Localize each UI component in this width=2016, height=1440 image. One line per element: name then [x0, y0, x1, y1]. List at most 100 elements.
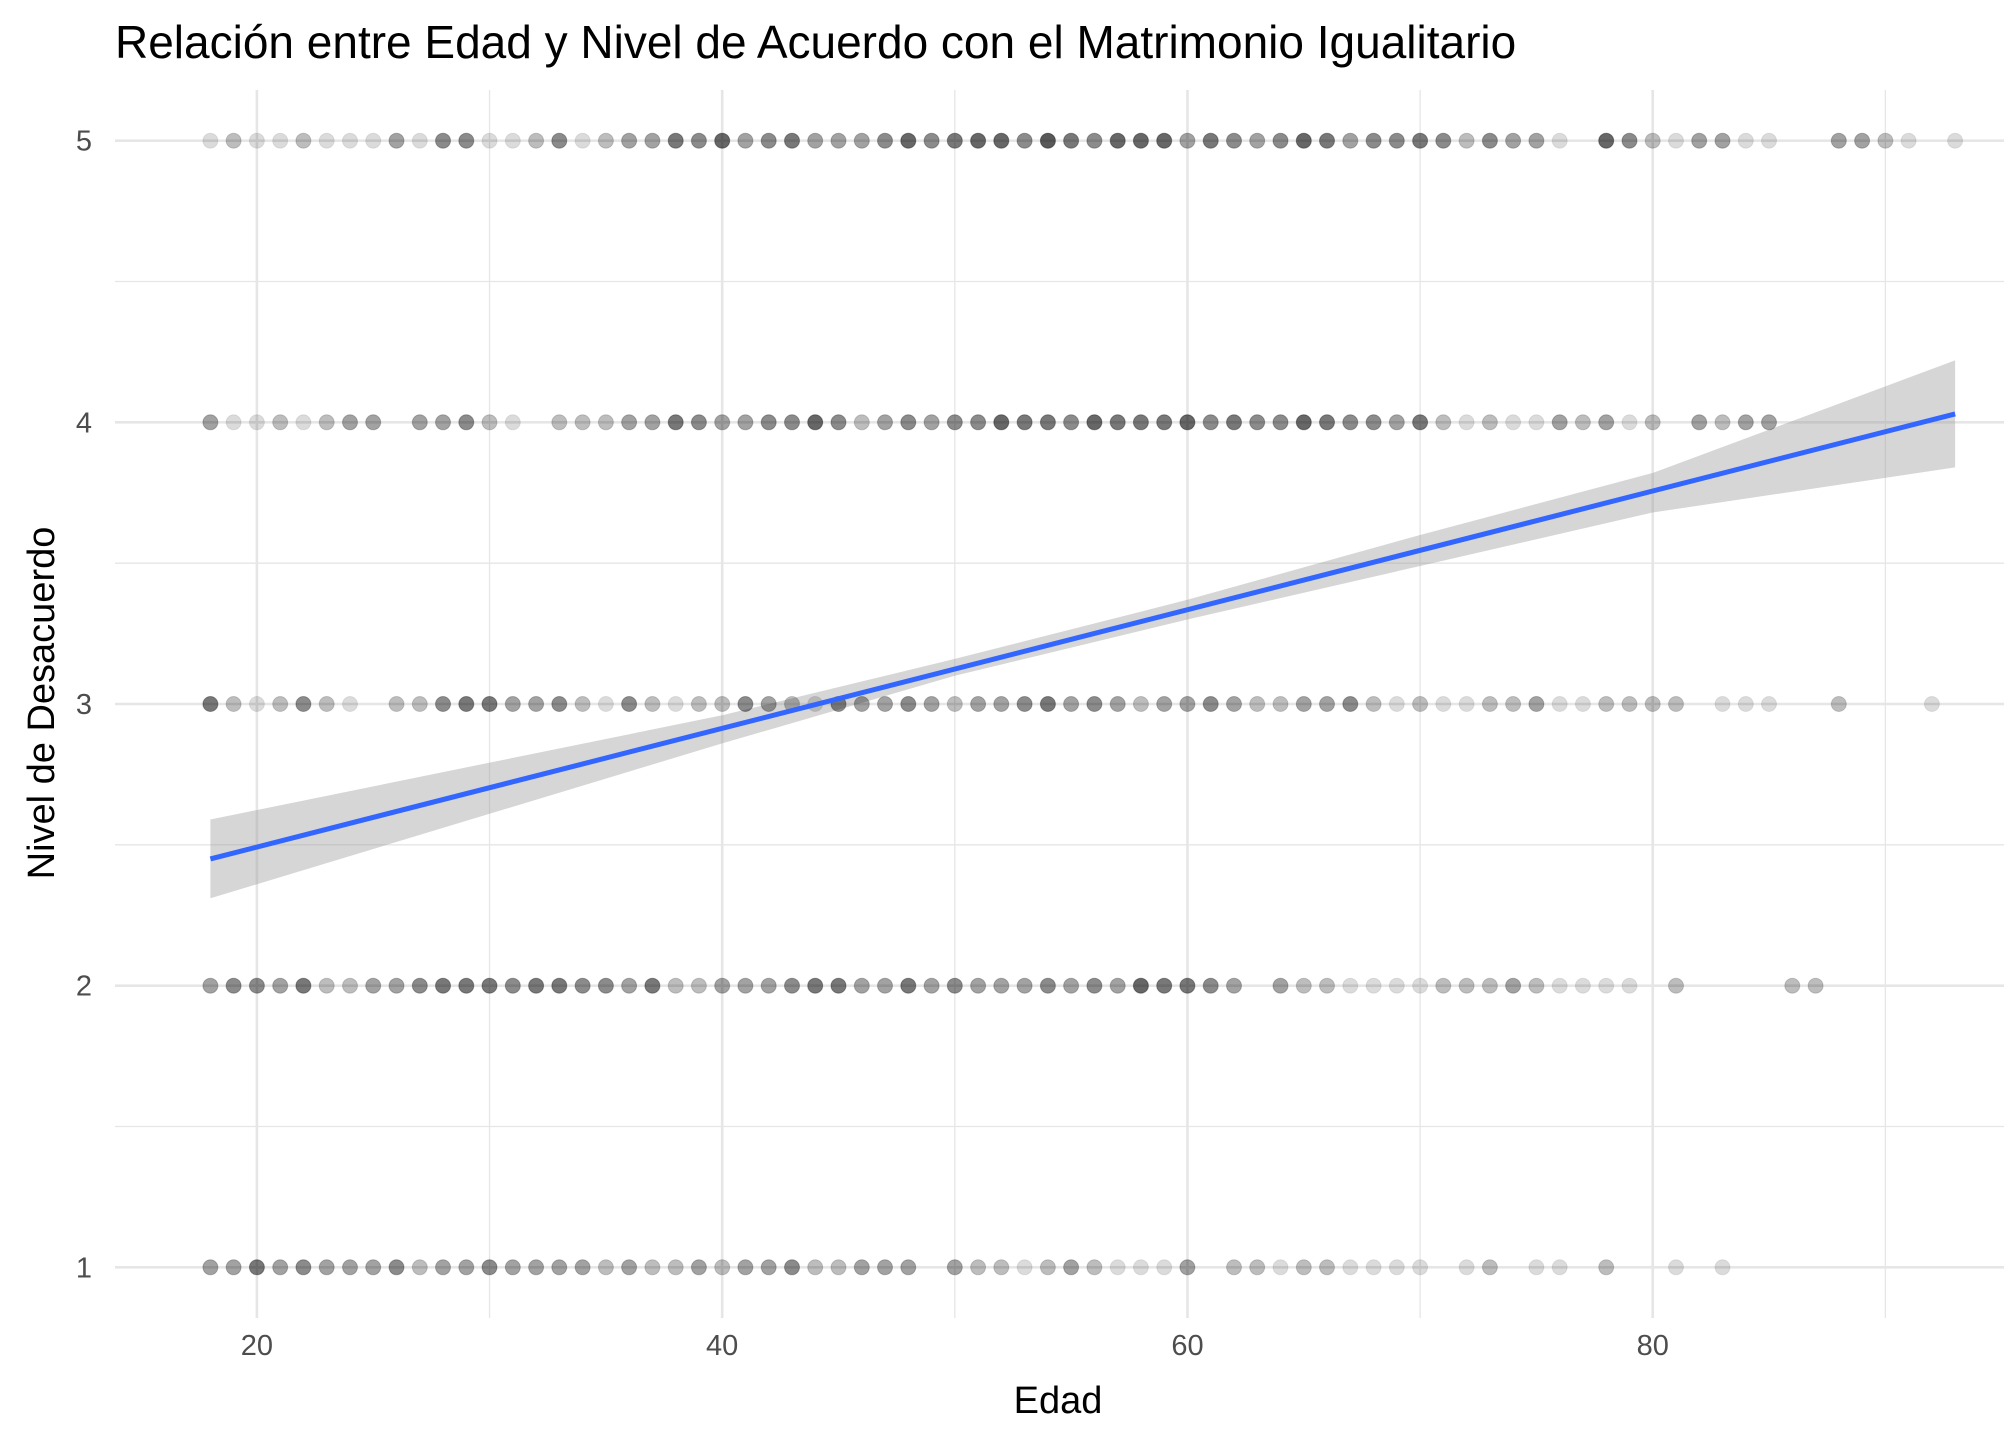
data-point [1016, 414, 1033, 431]
data-point [504, 696, 521, 712]
data-point [1528, 132, 1545, 149]
data-point [318, 977, 335, 994]
data-point [877, 977, 893, 994]
data-point [1412, 696, 1429, 712]
data-point [644, 696, 661, 712]
data-point [1202, 696, 1219, 712]
data-point [1319, 977, 1335, 994]
data-point [1505, 977, 1522, 994]
data-point [504, 132, 521, 149]
data-point [1574, 696, 1591, 712]
data-point [970, 414, 987, 431]
data-point [1156, 977, 1173, 994]
data-point [1086, 1259, 1103, 1276]
data-point [295, 132, 312, 149]
data-point [667, 977, 684, 994]
data-point [1249, 696, 1266, 712]
data-point [1086, 977, 1103, 994]
data-point [318, 696, 335, 712]
data-point [1598, 414, 1615, 431]
data-point [411, 414, 428, 431]
data-point [1737, 414, 1754, 431]
data-point [1063, 414, 1080, 431]
data-point [248, 414, 265, 431]
data-point [923, 696, 940, 712]
data-point [993, 1259, 1010, 1276]
data-point [1342, 977, 1359, 994]
data-point [1900, 132, 1917, 149]
data-point [1412, 977, 1429, 994]
data-point [923, 132, 940, 149]
data-point [458, 1259, 475, 1276]
data-point [295, 1259, 312, 1276]
data-point [318, 1259, 335, 1276]
data-point [667, 132, 684, 149]
data-point [621, 977, 638, 994]
data-point [248, 977, 265, 994]
data-point [946, 1259, 963, 1276]
data-point [342, 1259, 358, 1276]
data-point [923, 414, 940, 431]
data-point [528, 977, 545, 994]
data-point [202, 1259, 219, 1276]
data-point [807, 132, 824, 149]
data-point [690, 1259, 707, 1276]
data-point [1481, 132, 1498, 149]
data-point [1086, 414, 1103, 431]
data-point [644, 132, 661, 149]
data-point [690, 132, 707, 149]
data-point [272, 414, 289, 431]
data-point [993, 414, 1010, 431]
data-point [690, 414, 707, 431]
data-point [877, 132, 893, 149]
data-point [970, 696, 987, 712]
data-point [1295, 132, 1312, 149]
data-point [1388, 414, 1405, 431]
data-point [993, 977, 1010, 994]
data-point [574, 132, 591, 149]
data-point [1365, 414, 1382, 431]
data-point [295, 696, 312, 712]
confidence-band-layer [210, 360, 1956, 899]
data-point [1621, 132, 1638, 149]
data-point [1737, 132, 1754, 149]
data-point [272, 1259, 289, 1276]
data-point [342, 696, 358, 712]
data-point [1016, 1259, 1033, 1276]
data-point [737, 1259, 754, 1276]
data-point [225, 1259, 242, 1276]
data-point [202, 414, 219, 431]
data-point [667, 1259, 684, 1276]
data-point [1063, 1259, 1080, 1276]
data-point [1388, 1259, 1405, 1276]
data-point [760, 696, 777, 712]
data-point [1435, 132, 1452, 149]
data-point [1551, 132, 1568, 149]
data-point [760, 132, 777, 149]
y-axis-ticks: 1 2 3 4 5 [76, 126, 92, 1285]
data-point [784, 132, 800, 149]
data-point [621, 132, 638, 149]
data-point [1365, 696, 1382, 712]
data-point [1574, 977, 1591, 994]
data-point [481, 696, 498, 712]
data-point [1784, 977, 1801, 994]
data-point [1481, 1259, 1498, 1276]
data-point [1714, 1259, 1731, 1276]
data-point [1016, 977, 1033, 994]
data-point [807, 414, 824, 431]
data-point [1621, 414, 1638, 431]
data-point [900, 1259, 917, 1276]
data-point [1714, 414, 1731, 431]
data-point [1156, 132, 1173, 149]
data-point [1249, 1259, 1266, 1276]
data-point [946, 414, 963, 431]
data-point [1156, 1259, 1173, 1276]
data-point [853, 696, 870, 712]
data-point [597, 1259, 614, 1276]
data-point [202, 132, 219, 149]
data-point [411, 132, 428, 149]
data-point [202, 696, 219, 712]
data-point [760, 977, 777, 994]
data-point [365, 977, 382, 994]
